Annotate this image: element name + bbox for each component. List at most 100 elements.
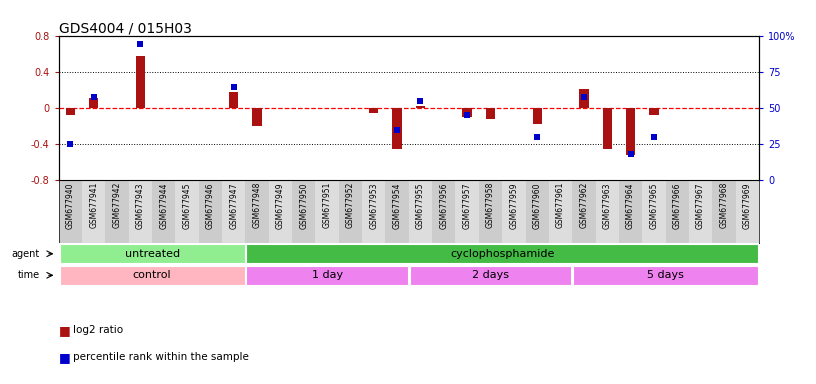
Text: GSM677957: GSM677957 [463,182,472,228]
Text: GSM677969: GSM677969 [743,182,752,228]
Text: control: control [133,270,171,280]
Bar [222,180,246,243]
Text: GDS4004 / 015H03: GDS4004 / 015H03 [59,22,192,35]
Point [227,84,240,90]
Text: ■: ■ [59,351,70,364]
Text: GSM677968: GSM677968 [720,182,729,228]
Bar [199,180,222,243]
Bar [268,180,292,243]
Bar [573,266,758,285]
Text: GSM677964: GSM677964 [626,182,635,228]
Bar [82,180,105,243]
Point [530,134,543,140]
Text: GSM677965: GSM677965 [650,182,659,228]
Text: GSM677954: GSM677954 [392,182,401,228]
Text: GSM677948: GSM677948 [253,182,262,228]
Text: GSM677950: GSM677950 [299,182,308,228]
Bar [369,108,379,113]
Bar [463,108,472,117]
Bar [246,180,268,243]
Text: GSM677947: GSM677947 [229,182,238,228]
Text: percentile rank within the sample: percentile rank within the sample [73,352,250,362]
Bar [105,180,129,243]
Bar [129,180,152,243]
Bar [89,98,99,108]
Point [647,134,660,140]
Bar [316,180,339,243]
Bar [549,180,572,243]
Text: GSM677940: GSM677940 [66,182,75,228]
Text: GSM677962: GSM677962 [579,182,588,228]
Bar [486,108,495,119]
Bar [60,266,245,285]
Bar [410,266,571,285]
Bar [502,180,526,243]
Bar [572,180,596,243]
Bar [66,108,75,114]
Bar [526,180,549,243]
Bar [735,180,759,243]
Bar [479,180,502,243]
Bar [602,108,612,149]
Point [578,94,591,100]
Bar [666,180,689,243]
Text: agent: agent [11,249,40,259]
Text: log2 ratio: log2 ratio [73,325,123,335]
Bar [533,108,542,124]
Text: GSM677956: GSM677956 [439,182,448,228]
Text: GSM677961: GSM677961 [556,182,565,228]
Text: GSM677958: GSM677958 [486,182,495,228]
Bar [392,108,401,149]
Point [87,94,100,100]
Bar [626,108,635,155]
Text: GSM677951: GSM677951 [322,182,331,228]
Text: GSM677946: GSM677946 [206,182,215,228]
Bar [455,180,479,243]
Bar [60,244,245,263]
Text: 5 days: 5 days [647,270,684,280]
Text: GSM677944: GSM677944 [159,182,168,228]
Bar [246,244,758,263]
Bar [152,180,175,243]
Text: time: time [18,270,40,280]
Text: 2 days: 2 days [472,270,509,280]
Text: GSM677963: GSM677963 [603,182,612,228]
Bar [416,106,425,108]
Bar [339,180,362,243]
Text: 1 day: 1 day [312,270,343,280]
Point [414,98,427,104]
Bar [385,180,409,243]
Text: GSM677943: GSM677943 [136,182,145,228]
Bar [409,180,432,243]
Point [391,127,404,133]
Text: GSM677945: GSM677945 [183,182,192,228]
Text: GSM677953: GSM677953 [370,182,379,228]
Text: GSM677959: GSM677959 [509,182,518,228]
Bar [246,266,408,285]
Text: GSM677941: GSM677941 [89,182,98,228]
Text: GSM677966: GSM677966 [672,182,681,228]
Point [460,113,473,119]
Text: GSM677949: GSM677949 [276,182,285,228]
Point [64,141,77,147]
Bar [650,108,659,114]
Bar [619,180,642,243]
Bar [59,180,82,243]
Text: cyclophosphamide: cyclophosphamide [450,249,554,259]
Bar [292,180,316,243]
Point [134,41,147,47]
Bar [689,180,712,243]
Bar [712,180,735,243]
Bar [229,92,238,108]
Text: GSM677952: GSM677952 [346,182,355,228]
Bar [432,180,455,243]
Text: untreated: untreated [125,249,180,259]
Bar [579,89,588,108]
Bar [596,180,619,243]
Bar [252,108,262,126]
Bar [175,180,199,243]
Text: GSM677942: GSM677942 [113,182,122,228]
Text: ■: ■ [59,324,70,337]
Bar [135,56,145,108]
Point [624,151,637,157]
